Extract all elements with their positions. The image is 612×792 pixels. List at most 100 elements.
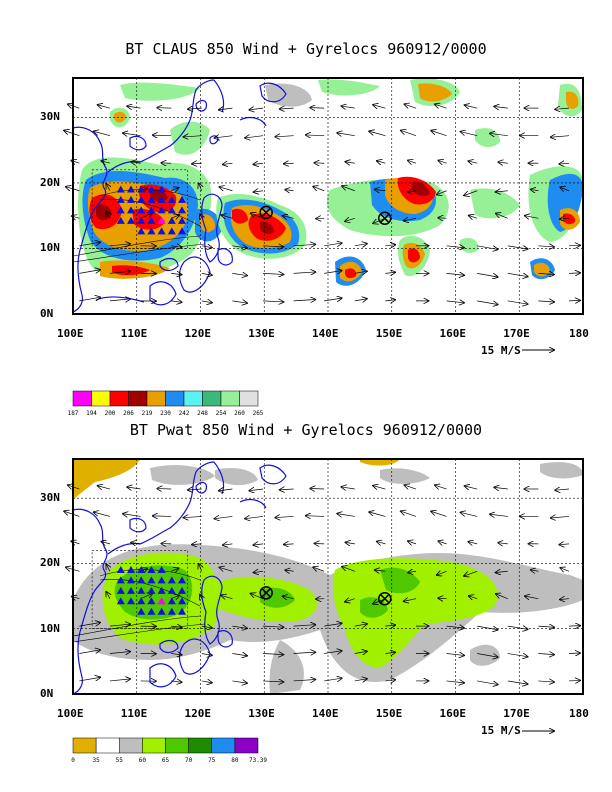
gyre-track-marker xyxy=(147,206,156,214)
panel1-ref-vector-label: 15 M/S xyxy=(481,344,521,357)
panel2-x-tick-label: 130E xyxy=(248,707,275,720)
panel2-y-tick-label: 0N xyxy=(40,687,54,700)
wind-vector xyxy=(342,487,355,489)
wind-vector xyxy=(171,273,181,274)
wind-vector xyxy=(171,626,181,627)
gyre-track-marker xyxy=(137,607,146,615)
wind-vector xyxy=(507,246,528,249)
wind-vector xyxy=(232,301,247,303)
wind-vector xyxy=(223,163,233,164)
colorbar-label: 265 xyxy=(253,410,264,417)
panel1-x-tick-label: 120E xyxy=(184,327,212,340)
colorbar-swatch xyxy=(165,737,189,754)
wind-vector xyxy=(408,160,417,163)
gyre-track-marker xyxy=(116,206,125,214)
wind-vector xyxy=(313,187,325,191)
wind-vector xyxy=(79,623,100,627)
gyre-track-marker xyxy=(137,565,146,573)
wind-vector xyxy=(201,681,212,683)
gyre-track-marker xyxy=(167,195,176,203)
wind-vector xyxy=(437,191,447,195)
wind-vector xyxy=(219,567,233,571)
wind-vector xyxy=(555,489,570,490)
colorbar-swatch xyxy=(142,737,166,754)
wind-vector xyxy=(262,273,283,274)
wind-vector xyxy=(262,654,283,655)
wind-vector xyxy=(253,544,264,545)
wind-vector xyxy=(109,624,130,626)
wind-vector xyxy=(435,485,447,489)
wind-vector xyxy=(232,681,247,683)
gyre-region-box xyxy=(91,550,189,630)
wind-vector xyxy=(123,133,141,136)
wind-vector xyxy=(354,244,367,246)
gyre-track-marker xyxy=(147,607,156,615)
wind-vector xyxy=(342,106,355,108)
colorbar-swatch xyxy=(146,390,166,407)
wind-vector xyxy=(192,544,202,545)
wind-vector xyxy=(284,544,294,545)
panel1-x-tick-label: 160E xyxy=(439,327,467,340)
gyre-track-marker xyxy=(137,597,146,605)
gyre-track-marker xyxy=(137,216,146,224)
wind-vector xyxy=(342,567,355,572)
wind-vector xyxy=(188,489,202,490)
wind-vector xyxy=(171,654,181,655)
gyre-track-marker xyxy=(147,576,156,584)
wind-vector xyxy=(369,131,386,137)
gyre-track-marker xyxy=(178,586,187,594)
wind-vector xyxy=(354,299,367,301)
wind-vector xyxy=(232,654,247,656)
wind-vector xyxy=(200,595,202,599)
wind-vector xyxy=(201,654,212,656)
wind-vector xyxy=(109,271,130,273)
wind-vector xyxy=(404,599,417,602)
colorbar-swatch xyxy=(165,390,185,407)
panel2-x-tick-label: 180 xyxy=(569,707,589,720)
wind-vector xyxy=(313,567,325,571)
wind-vector xyxy=(306,516,325,517)
wind-vector xyxy=(324,298,341,301)
wind-vector xyxy=(79,270,100,274)
wind-vector xyxy=(477,245,497,250)
wind-vector xyxy=(153,135,172,136)
wind-vector xyxy=(109,652,130,654)
colorbar-label: 80 xyxy=(231,757,239,764)
panel1-x-tick-label: 130E xyxy=(248,327,275,340)
wind-vector xyxy=(285,570,294,571)
wind-vector xyxy=(461,512,478,517)
wind-vector xyxy=(283,596,294,598)
gyre-region-box xyxy=(91,169,189,249)
wind-vector xyxy=(262,626,283,627)
gyre-location-marker xyxy=(377,591,392,606)
wind-vector xyxy=(221,215,233,218)
panel2-ref-vector-label: 15 M/S xyxy=(481,724,521,737)
wind-vector xyxy=(377,161,386,163)
wind-vector xyxy=(408,191,417,192)
wind-vector xyxy=(538,654,554,655)
wind-vector xyxy=(79,242,100,247)
wind-vector xyxy=(385,272,395,273)
wind-vector xyxy=(199,564,202,572)
wind-vector xyxy=(310,108,325,109)
colorbar-swatch xyxy=(128,390,148,407)
gyre-track-marker xyxy=(157,597,166,605)
gyre-track-marker xyxy=(127,586,136,594)
wind-vector xyxy=(106,565,110,572)
wind-vector xyxy=(468,161,478,163)
gyre-track-marker xyxy=(147,586,156,594)
colorbar-swatch xyxy=(72,390,92,407)
wind-vector xyxy=(568,626,580,627)
wind-vector xyxy=(262,681,283,682)
colorbar-label: 187 xyxy=(68,410,79,417)
wind-vector xyxy=(405,104,417,108)
wind-vector xyxy=(284,163,294,164)
gyre-track-marker xyxy=(137,576,146,584)
panel1-x-tick-label: 150E xyxy=(375,327,403,340)
gyre-track-marker xyxy=(178,206,187,214)
panel2-coastlines xyxy=(73,461,287,694)
panel1-x-tick-label: 100E xyxy=(57,327,84,340)
gyre-track-marker xyxy=(167,576,176,584)
wind-vector xyxy=(131,162,141,163)
wind-vector xyxy=(140,213,153,219)
